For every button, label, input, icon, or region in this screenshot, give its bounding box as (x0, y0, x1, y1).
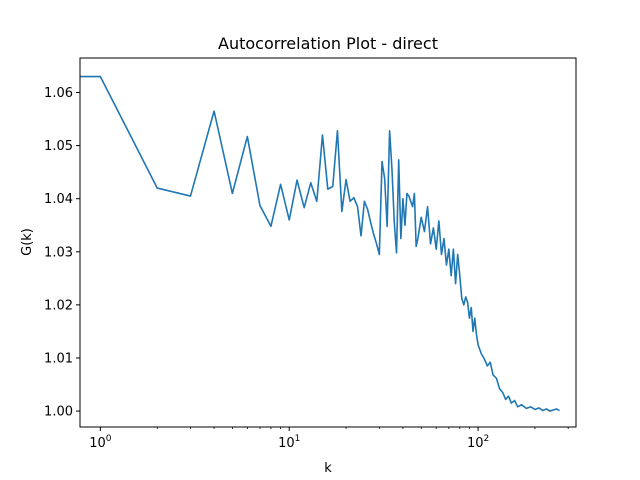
x-tick-label: 101 (278, 434, 300, 451)
y-tick-label: 1.02 (44, 298, 73, 313)
chart-title: Autocorrelation Plot - direct (218, 34, 438, 53)
y-axis-label: G(k) (20, 228, 35, 256)
y-tick-label: 1.03 (44, 245, 73, 260)
x-axis-label: k (324, 461, 332, 476)
x-tick-label: 100 (89, 434, 112, 451)
y-tick-label: 1.06 (44, 86, 73, 101)
axis-ticks: 1.00 1.01 1.02 1.03 1.04 1.05 1.06 100 101 102 (44, 86, 569, 451)
series-group (80, 75, 560, 412)
y-tick-label: 1.05 (44, 139, 73, 154)
plot-area (80, 58, 576, 427)
plot-frame (79, 57, 577, 428)
x-tick-label: 102 (467, 434, 489, 451)
y-tick-label: 1.04 (44, 192, 73, 207)
y-tick-label: 1.01 (44, 351, 73, 366)
y-tick-label: 1.00 (44, 405, 73, 420)
series-line (80, 75, 560, 412)
